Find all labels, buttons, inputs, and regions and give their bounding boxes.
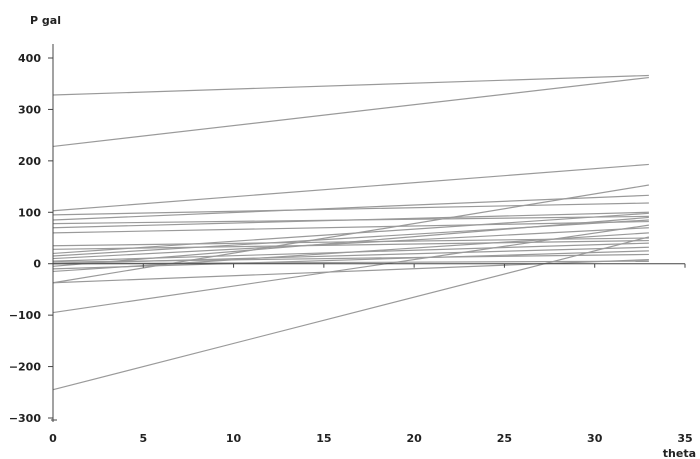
x-tick-label: 5 xyxy=(139,432,147,445)
x-tick-label: 0 xyxy=(49,432,57,445)
y-tick-label: 200 xyxy=(18,155,41,168)
series-line-13 xyxy=(52,239,649,250)
series-line-11 xyxy=(52,220,649,234)
series-line-6 xyxy=(52,236,650,391)
x-tick-label: 25 xyxy=(497,432,512,445)
x-axis-title: theta xyxy=(663,447,696,459)
ticks-layer: −300 −200 −100 0 100 200 300 400 0 5 10 15 20 25 30 35 xyxy=(9,52,693,445)
series-line-19 xyxy=(52,216,649,267)
series-line-14 xyxy=(52,212,649,255)
y-tick-label: −200 xyxy=(9,361,42,374)
series-line-23 xyxy=(52,253,649,263)
x-tick-label: 35 xyxy=(677,432,692,445)
y-tick-label: −100 xyxy=(9,309,42,322)
y-tick-label: −300 xyxy=(9,412,42,425)
x-tick-label: 15 xyxy=(316,432,331,445)
series-line-21 xyxy=(52,232,649,273)
series-line-3 xyxy=(52,163,649,212)
y-tick-label: 0 xyxy=(33,258,41,271)
series-line-1 xyxy=(52,74,649,96)
series-line-16 xyxy=(52,227,649,260)
series-line-7 xyxy=(52,202,649,216)
y-tick-label: 100 xyxy=(18,206,41,219)
series-line-2 xyxy=(52,76,649,148)
y-tick-label: 400 xyxy=(18,52,41,65)
x-tick-label: 10 xyxy=(226,432,242,445)
axes-layer xyxy=(51,44,685,422)
x-tick-label: 30 xyxy=(587,432,603,445)
series-line-20 xyxy=(52,250,649,270)
y-axis-title: P gal xyxy=(30,14,61,27)
y-tick-label: 300 xyxy=(18,103,41,116)
series-line-10 xyxy=(52,211,649,229)
x-tick-label: 20 xyxy=(406,432,422,445)
series-line-8 xyxy=(52,194,649,221)
series-layer xyxy=(52,74,650,391)
